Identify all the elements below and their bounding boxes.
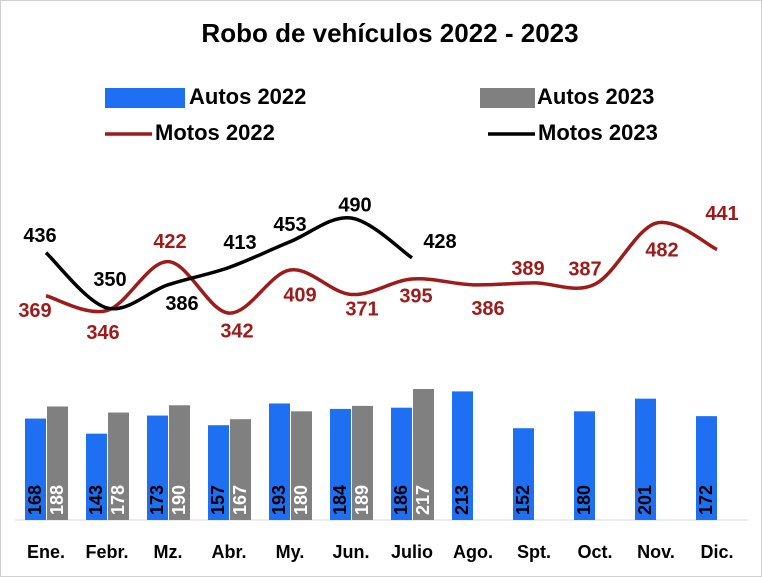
x-tick-label: Ene. xyxy=(27,542,65,562)
bar-value-label: 152 xyxy=(513,485,533,515)
bar-value-label: 189 xyxy=(352,485,372,515)
x-tick-label: Nov. xyxy=(637,542,675,562)
bar-value-label: 173 xyxy=(147,485,167,515)
x-tick-label: Spt. xyxy=(517,542,551,562)
line-value-label: 350 xyxy=(93,269,126,291)
x-tick-label: Dic. xyxy=(700,542,733,562)
x-tick-label: Julio xyxy=(391,542,433,562)
bar-value-label: 172 xyxy=(696,485,716,515)
bar-value-label: 178 xyxy=(108,485,128,515)
bar-value-label: 188 xyxy=(47,485,67,515)
bar-value-label: 180 xyxy=(291,485,311,515)
x-tick-label: Febr. xyxy=(85,542,128,562)
bar-value-label: 186 xyxy=(391,485,411,515)
bar-value-label: 190 xyxy=(169,485,189,515)
bar xyxy=(452,391,473,520)
bar xyxy=(330,408,351,520)
bar-value-label: 213 xyxy=(452,485,472,515)
bar-value-label: 193 xyxy=(269,485,289,515)
bar-value-label: 184 xyxy=(330,485,350,515)
legend-label: Motos 2022 xyxy=(155,120,275,145)
bar-value-label: 217 xyxy=(413,485,433,515)
line-value-label: 482 xyxy=(645,239,678,261)
line-value-label: 428 xyxy=(423,231,456,253)
line xyxy=(45,220,718,315)
bar xyxy=(25,418,46,520)
bar xyxy=(147,415,168,520)
chart-title: Robo de vehículos 2022 - 2023 xyxy=(201,18,578,48)
legend-label: Autos 2022 xyxy=(189,84,306,109)
line-value-label: 389 xyxy=(511,258,544,280)
line-value-label: 369 xyxy=(18,300,51,322)
bar xyxy=(86,433,107,520)
bar xyxy=(208,425,229,520)
x-tick-label: Ago. xyxy=(453,542,493,562)
line-value-label: 386 xyxy=(471,298,504,320)
bar xyxy=(391,407,412,520)
line-value-label: 422 xyxy=(153,231,186,253)
bar xyxy=(169,405,190,520)
legend-swatch xyxy=(105,88,185,108)
line-value-label: 346 xyxy=(86,322,119,344)
legend-swatch xyxy=(480,88,535,108)
bar xyxy=(635,398,656,520)
bar xyxy=(413,388,434,520)
bar xyxy=(574,411,595,520)
line-value-label: 395 xyxy=(399,285,432,307)
bar xyxy=(108,412,129,520)
line-value-label: 409 xyxy=(283,284,316,306)
line-value-label: 386 xyxy=(165,293,198,315)
bar xyxy=(513,428,534,520)
line-value-label: 342 xyxy=(220,320,253,342)
bar-value-label: 168 xyxy=(25,485,45,515)
line-value-label: 371 xyxy=(345,299,378,321)
bar xyxy=(47,406,68,520)
bar xyxy=(291,411,312,520)
legend-label: Motos 2023 xyxy=(538,120,658,145)
bar-value-label: 201 xyxy=(635,485,655,515)
line-value-label: 453 xyxy=(273,214,306,236)
x-tick-label: Abr. xyxy=(211,542,246,562)
line-value-label: 413 xyxy=(223,232,256,254)
x-tick-label: Jun. xyxy=(332,542,369,562)
x-tick-label: Oct. xyxy=(577,542,612,562)
bar-value-label: 167 xyxy=(230,485,250,515)
legend-label: Autos 2023 xyxy=(537,84,654,109)
line-value-label: 490 xyxy=(338,194,371,216)
bar xyxy=(696,416,717,520)
bar-value-label: 157 xyxy=(208,485,228,515)
x-tick-label: Mz. xyxy=(154,542,183,562)
x-tick-label: My. xyxy=(276,542,305,562)
bar xyxy=(352,405,373,520)
line-value-label: 441 xyxy=(705,203,738,225)
bar-value-label: 143 xyxy=(86,485,106,515)
line xyxy=(44,216,414,311)
line-value-label: 387 xyxy=(568,258,601,280)
line-value-label: 436 xyxy=(23,225,56,247)
bar xyxy=(230,419,251,520)
bar-value-label: 180 xyxy=(574,485,594,515)
bar xyxy=(269,403,290,520)
